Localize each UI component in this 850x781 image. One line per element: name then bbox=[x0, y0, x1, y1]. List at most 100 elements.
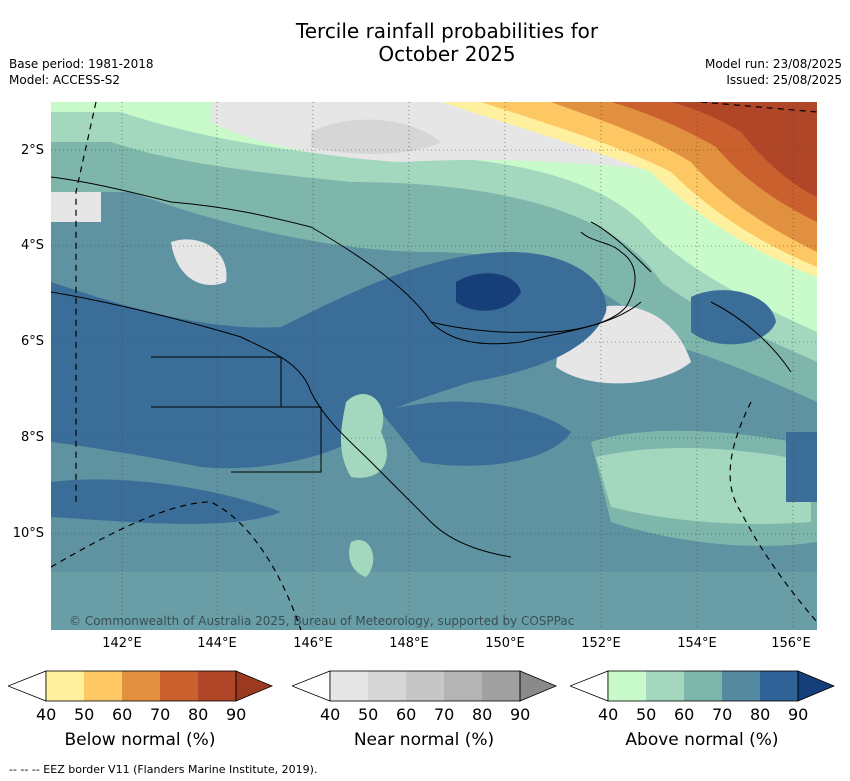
colorbar-below-tick-90: 90 bbox=[226, 705, 247, 724]
colorbar-near-under bbox=[290, 670, 331, 702]
above-normal-50-tongue bbox=[341, 393, 387, 478]
model-info: Base period: 1981-2018 Model: ACCESS-S2 bbox=[9, 56, 154, 88]
above-normal-80-sw bbox=[51, 479, 281, 524]
colorbar-below-swatch-2 bbox=[84, 671, 122, 701]
colorbar-below-tick-70: 70 bbox=[150, 705, 171, 724]
lon-label-144e: 144°E bbox=[197, 636, 237, 651]
province-border bbox=[151, 356, 282, 408]
near-normal-north-50 bbox=[311, 119, 441, 154]
colorbar-near bbox=[290, 670, 558, 706]
above-normal-50-patch bbox=[349, 540, 374, 577]
colorbar-below-tick-40: 40 bbox=[36, 705, 57, 724]
forecast-map bbox=[51, 102, 817, 630]
lon-label-142e: 142°E bbox=[102, 636, 142, 651]
colorbar-below-swatch-5 bbox=[198, 671, 236, 701]
colorbar-near-swatch-2 bbox=[368, 671, 406, 701]
png-south-coast bbox=[51, 291, 512, 558]
colorbar-above-swatches bbox=[568, 670, 836, 702]
colorbar-above bbox=[568, 670, 836, 706]
colorbar-near-swatch-1 bbox=[330, 671, 368, 701]
colorbar-below-swatches bbox=[6, 670, 274, 702]
colorbar-below bbox=[6, 670, 274, 706]
colorbar-above-swatch-3 bbox=[684, 671, 722, 701]
colorbar-near-tick-60: 60 bbox=[396, 705, 417, 724]
south-field bbox=[51, 572, 817, 630]
colorbar-near-tick-40: 40 bbox=[320, 705, 341, 724]
bougainville-coast bbox=[710, 301, 792, 373]
colorbar-below-tick-60: 60 bbox=[112, 705, 133, 724]
copyright-notice: © Commonwealth of Australia 2025, Bureau… bbox=[69, 614, 575, 628]
colorbar-near-swatch-3 bbox=[406, 671, 444, 701]
colorbar-below-under bbox=[6, 670, 47, 702]
colorbar-above-tick-60: 60 bbox=[674, 705, 695, 724]
title-line-1: Tercile rainfall probabilities for bbox=[295, 19, 599, 43]
model-name: Model: ACCESS-S2 bbox=[9, 73, 121, 87]
colorbar-near-tick-70: 70 bbox=[434, 705, 455, 724]
near-normal-west bbox=[171, 239, 227, 286]
above-normal-80-south bbox=[381, 401, 571, 466]
colorbar-above-swatch-5 bbox=[760, 671, 798, 701]
east-field-50 bbox=[596, 447, 811, 524]
colorbar-above-tick-40: 40 bbox=[598, 705, 619, 724]
coastlines bbox=[51, 176, 792, 558]
above-normal-80-east bbox=[786, 432, 817, 502]
colorbar-above-swatch-2 bbox=[646, 671, 684, 701]
lon-label-154e: 154°E bbox=[677, 636, 717, 651]
lat-label-2s: 2°S bbox=[20, 143, 44, 158]
colorbar-near-swatches bbox=[290, 670, 558, 702]
colorbar-near-swatch-4 bbox=[444, 671, 482, 701]
near-normal-far-west bbox=[51, 192, 101, 222]
colorbar-above-under bbox=[568, 670, 609, 702]
run-info: Model run: 23/08/2025 Issued: 25/08/2025 bbox=[705, 56, 842, 88]
lon-label-152e: 152°E bbox=[581, 636, 621, 651]
colorbar-above-title: Above normal (%) bbox=[625, 730, 779, 750]
map-canvas bbox=[51, 102, 817, 630]
colorbar-above-tick-50: 50 bbox=[636, 705, 657, 724]
eez-south bbox=[51, 501, 302, 630]
eez-west bbox=[75, 102, 97, 502]
eez-east bbox=[729, 401, 817, 623]
colorbar-above-outline bbox=[607, 670, 799, 702]
eez-border bbox=[51, 102, 817, 630]
title-line-2: October 2025 bbox=[378, 42, 516, 66]
eez-north bbox=[700, 102, 817, 113]
colorbar-above-swatch-4 bbox=[722, 671, 760, 701]
colorbar-near-tick-90: 90 bbox=[510, 705, 531, 724]
colorbar-below-title: Below normal (%) bbox=[64, 730, 216, 750]
colorbar-above-tick-90: 90 bbox=[788, 705, 809, 724]
lat-label-10s: 10°S bbox=[12, 526, 44, 541]
lat-label-4s: 4°S bbox=[20, 238, 44, 253]
lat-label-8s: 8°S bbox=[20, 430, 44, 445]
base-period: Base period: 1981-2018 bbox=[9, 57, 154, 71]
lon-label-146e: 146°E bbox=[293, 636, 333, 651]
colorbar-near-tick-50: 50 bbox=[358, 705, 379, 724]
province-border-2 bbox=[231, 406, 322, 473]
model-run-date: Model run: 23/08/2025 bbox=[704, 57, 842, 71]
colorbar-near-over bbox=[519, 670, 558, 702]
colorbar-above-tick-70: 70 bbox=[712, 705, 733, 724]
colorbar-above-swatch-1 bbox=[608, 671, 646, 701]
colorbar-near-tick-80: 80 bbox=[472, 705, 493, 724]
lon-label-148e: 148°E bbox=[389, 636, 429, 651]
colorbar-above-tick-80: 80 bbox=[750, 705, 771, 724]
colorbar-near-title: Near normal (%) bbox=[353, 730, 495, 750]
png-north-coast bbox=[51, 176, 636, 333]
colorbar-below-swatch-1 bbox=[46, 671, 84, 701]
colorbar-below-tick-80: 80 bbox=[188, 705, 209, 724]
new-ireland-coast bbox=[590, 221, 652, 273]
colorbar-below-swatch-3 bbox=[122, 671, 160, 701]
new-britain-coast bbox=[430, 301, 642, 345]
colorbar-below-outline bbox=[45, 670, 237, 702]
colorbar-near-swatch-5 bbox=[482, 671, 520, 701]
colorbar-below-tick-50: 50 bbox=[74, 705, 95, 724]
below-normal-80 bbox=[671, 102, 817, 197]
lon-label-156e: 156°E bbox=[771, 636, 811, 651]
lon-label-150e: 150°E bbox=[485, 636, 525, 651]
issued-date: Issued: 25/08/2025 bbox=[726, 73, 842, 87]
map-title: Tercile rainfall probabilities for Octob… bbox=[0, 20, 850, 66]
colorbar-below-swatch-4 bbox=[160, 671, 198, 701]
eez-footnote: -- -- -- EEZ border V11 (Flanders Marine… bbox=[9, 763, 318, 776]
colorbar-above-over bbox=[797, 670, 836, 702]
colorbar-near-outline bbox=[329, 670, 521, 702]
gridlines bbox=[51, 102, 817, 630]
